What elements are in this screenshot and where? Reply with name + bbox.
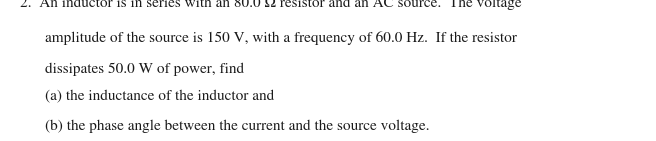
Text: (a) the inductance of the inductor and: (a) the inductance of the inductor and [45,90,274,103]
Text: amplitude of the source is 150 V, with a frequency of 60.0 Hz.  If the resistor: amplitude of the source is 150 V, with a… [45,31,516,45]
Text: 2.  An inductor is in series with an 80.0 Ω resistor and an AC source.  The volt: 2. An inductor is in series with an 80.0… [20,0,522,10]
Text: (b) the phase angle between the current and the source voltage.: (b) the phase angle between the current … [45,119,429,133]
Text: dissipates 50.0 W of power, find: dissipates 50.0 W of power, find [45,63,244,76]
